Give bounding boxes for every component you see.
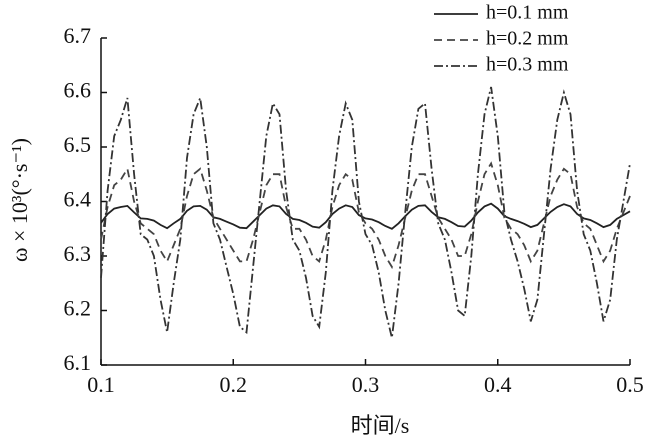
x-tick-label: 0.5 [616, 372, 644, 397]
series-line [100, 161, 631, 270]
x-tick-label: 0.1 [87, 372, 115, 397]
x-tick-label: 0.4 [484, 372, 512, 397]
y-axis-label: ω × 10³(°·s⁻¹) [7, 138, 32, 262]
y-tick-label: 6.5 [64, 132, 92, 157]
y-tick-label: 6.3 [64, 241, 92, 266]
legend-label: h=0.2 mm [486, 28, 569, 50]
y-tick-label: 6.6 [64, 78, 92, 103]
y-tick-label: 6.2 [64, 296, 92, 321]
x-tick-label: 0.2 [220, 372, 248, 397]
x-axis-label: 时间/s [351, 413, 410, 438]
y-tick-label: 6.7 [64, 23, 92, 48]
y-tick-label: 6.4 [64, 187, 92, 212]
series-line [100, 202, 631, 230]
legend-label: h=0.3 mm [486, 54, 569, 76]
x-tick-label: 0.3 [352, 372, 380, 397]
series-line [100, 86, 631, 338]
legend-label: h=0.1 mm [486, 2, 569, 24]
y-tick-label: 6.1 [64, 350, 92, 375]
